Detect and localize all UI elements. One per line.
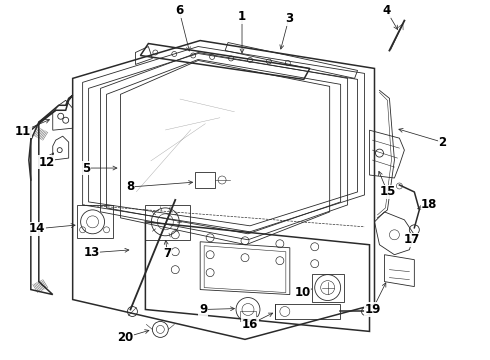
- Text: 20: 20: [117, 331, 134, 344]
- Text: 9: 9: [199, 303, 207, 316]
- Text: 4: 4: [382, 4, 391, 17]
- Text: 17: 17: [403, 233, 419, 246]
- Text: 1: 1: [238, 10, 246, 23]
- Text: 11: 11: [15, 125, 31, 138]
- Text: 6: 6: [175, 4, 183, 17]
- Text: 3: 3: [285, 12, 293, 25]
- Text: 8: 8: [126, 180, 135, 193]
- Text: 18: 18: [421, 198, 438, 211]
- Text: 13: 13: [83, 246, 100, 259]
- Text: 16: 16: [242, 318, 258, 331]
- Text: 15: 15: [379, 185, 395, 198]
- Text: 10: 10: [294, 286, 311, 299]
- Text: 19: 19: [365, 303, 381, 316]
- Text: 12: 12: [39, 156, 55, 168]
- Text: 14: 14: [28, 222, 45, 235]
- Text: 5: 5: [82, 162, 91, 175]
- Text: 2: 2: [438, 136, 446, 149]
- Text: 7: 7: [163, 247, 172, 260]
